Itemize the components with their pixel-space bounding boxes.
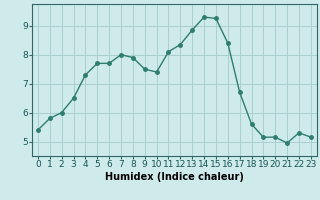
X-axis label: Humidex (Indice chaleur): Humidex (Indice chaleur) [105,172,244,182]
